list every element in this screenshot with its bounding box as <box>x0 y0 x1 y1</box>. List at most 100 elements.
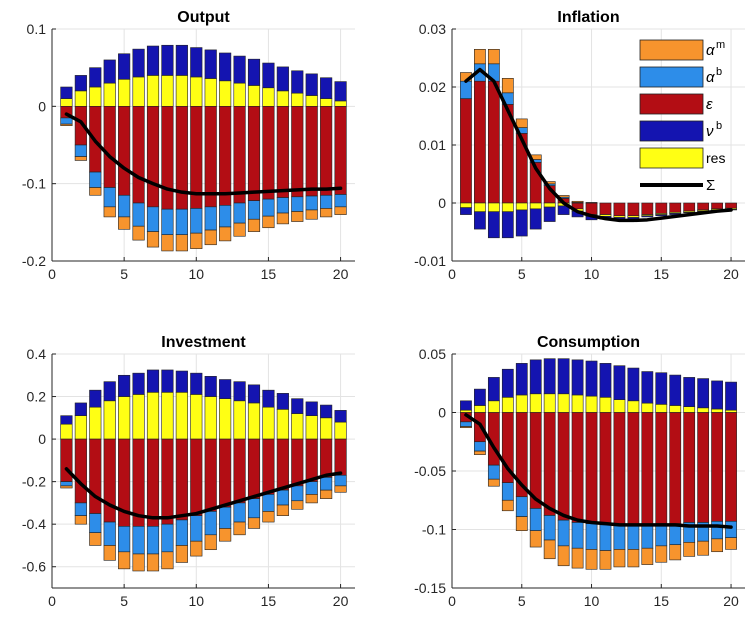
bar-segment-res <box>487 400 500 413</box>
axes: 0 5 10 15 20 -0.2 -0.1 0 0.1 <box>22 21 355 282</box>
bar-segment-alpha-b <box>725 521 737 538</box>
bar-segment-alpha-b <box>60 481 73 487</box>
bar-segment-epsilon <box>683 412 696 523</box>
bar-segment-alpha-m <box>627 549 640 568</box>
bar-segment-epsilon <box>613 202 626 217</box>
bar-segment-epsilon <box>118 106 131 196</box>
bar-segment-res <box>247 402 261 440</box>
bar-segment-alpha-b <box>190 515 203 542</box>
bar-segment-epsilon <box>641 202 654 215</box>
bar-segment-alpha-m <box>60 485 73 489</box>
bar-segment-epsilon <box>247 438 261 499</box>
bar-segment-alpha-m <box>233 222 246 237</box>
bar-segment-nu-b <box>74 75 87 92</box>
bar-segment-epsilon <box>460 98 472 204</box>
y-tick-label: -0.1 <box>22 176 46 192</box>
bar-segment-alpha-b <box>247 498 261 519</box>
bar-segment-res <box>599 396 612 413</box>
bar-segment-nu-b <box>627 367 640 402</box>
y-tick-label: 0 <box>438 405 446 421</box>
bar-segment-res <box>334 100 347 107</box>
bar-segment-epsilon <box>585 412 598 524</box>
bar-segment-nu-b <box>247 384 261 404</box>
bar-segment-alpha-m <box>515 118 528 128</box>
bar-segment-alpha-m <box>474 48 486 65</box>
bar-segment-epsilon <box>557 412 570 521</box>
bar-segment-nu-b <box>305 401 318 416</box>
bar-segment-nu-b <box>233 381 246 402</box>
bar-segment-epsilon <box>74 438 87 504</box>
y-tick-label: 0.2 <box>27 389 47 405</box>
bar-segment-alpha-b <box>204 206 217 231</box>
legend-label: ν <box>706 123 714 140</box>
bar-segment-alpha-m <box>334 206 347 215</box>
legend-label-superscript: m <box>716 39 725 51</box>
sigma-line <box>464 413 733 529</box>
bar-segment-epsilon <box>146 438 160 527</box>
bar-segment-nu-b <box>711 380 723 410</box>
y-tick-label: -0.2 <box>22 253 46 269</box>
bar-segment-res <box>74 415 87 440</box>
bar-segment-res <box>146 391 160 440</box>
x-tick-label: 10 <box>584 266 600 282</box>
bar-segment-alpha-m <box>146 231 160 248</box>
bar-segment-res <box>74 90 87 107</box>
bar-segment-alpha-b <box>613 524 626 550</box>
bar-segment-epsilon <box>262 438 275 495</box>
bar-segment-nu-b <box>219 52 232 82</box>
bar-segment-alpha-b <box>204 511 217 536</box>
bar-segment-alpha-m <box>276 504 289 516</box>
bar-segment-epsilon <box>334 438 347 476</box>
bar-segment-alpha-m <box>669 544 682 561</box>
bar-segment-alpha-m <box>132 553 145 572</box>
bar-segment-nu-b <box>175 370 188 393</box>
bar-segment-alpha-b <box>515 496 528 517</box>
x-tick-label: 5 <box>518 593 526 609</box>
bar-segment-nu-b <box>474 211 486 230</box>
bar-segment-alpha-m <box>291 211 304 222</box>
bar-segment-res <box>460 202 472 208</box>
bar-segment-alpha-m <box>501 499 514 512</box>
bar-segment-alpha-m <box>711 538 723 553</box>
legend-label-superscript: b <box>716 120 722 132</box>
legend-label: α <box>706 42 715 59</box>
legend-item-sigma: Σ <box>640 177 715 194</box>
bar-segment-alpha-b <box>599 524 612 551</box>
bar-segment-res <box>89 86 102 107</box>
bar-segment-alpha-b <box>291 196 304 212</box>
bar-segment-alpha-m <box>190 232 203 249</box>
bar-segment-nu-b <box>613 365 626 400</box>
x-tick-label: 10 <box>188 593 204 609</box>
bar-segment-res <box>60 98 73 107</box>
bar-segment-alpha-m <box>247 218 261 232</box>
bar-segment-alpha-m <box>613 549 626 568</box>
bar-segment-res <box>474 202 486 212</box>
bar-segment-epsilon <box>571 412 584 523</box>
bar-segment-res <box>132 394 145 440</box>
bar-segment-alpha-m <box>291 500 304 510</box>
bar-segment-epsilon <box>305 106 318 197</box>
x-tick-label: 0 <box>448 266 456 282</box>
bar-segment-alpha-m <box>233 521 246 536</box>
bar-segment-alpha-m <box>204 229 217 246</box>
bar-segment-alpha-m <box>571 200 584 203</box>
bar-segment-alpha-b <box>60 117 73 125</box>
bar-segment-nu-b <box>118 374 131 397</box>
bar-segment-nu-b <box>655 372 668 405</box>
panel-consumption: 0 5 10 15 20 -0.15 -0.1 -0.05 0 0.05 Consumption <box>414 334 745 609</box>
bar-segment-res <box>655 404 668 413</box>
bar-segment-nu-b <box>132 372 145 395</box>
bar-segment-alpha-m <box>219 528 232 542</box>
bar-segment-epsilon <box>204 106 217 208</box>
bar-segment-alpha-b <box>103 521 116 546</box>
bar-segment-res <box>60 423 73 440</box>
panel-investment: 0 5 10 15 20 -0.6 -0.4 -0.2 0 0.2 0.4 Investment <box>22 334 355 609</box>
bar-segment-nu-b <box>320 77 333 99</box>
bar-segment-alpha-b <box>161 523 174 553</box>
sigma-line <box>464 67 733 223</box>
bar-segment-nu-b <box>74 402 87 416</box>
bar-segment-alpha-b <box>501 482 514 501</box>
x-tick-label: 20 <box>723 593 739 609</box>
bar-segment-res <box>725 409 737 413</box>
